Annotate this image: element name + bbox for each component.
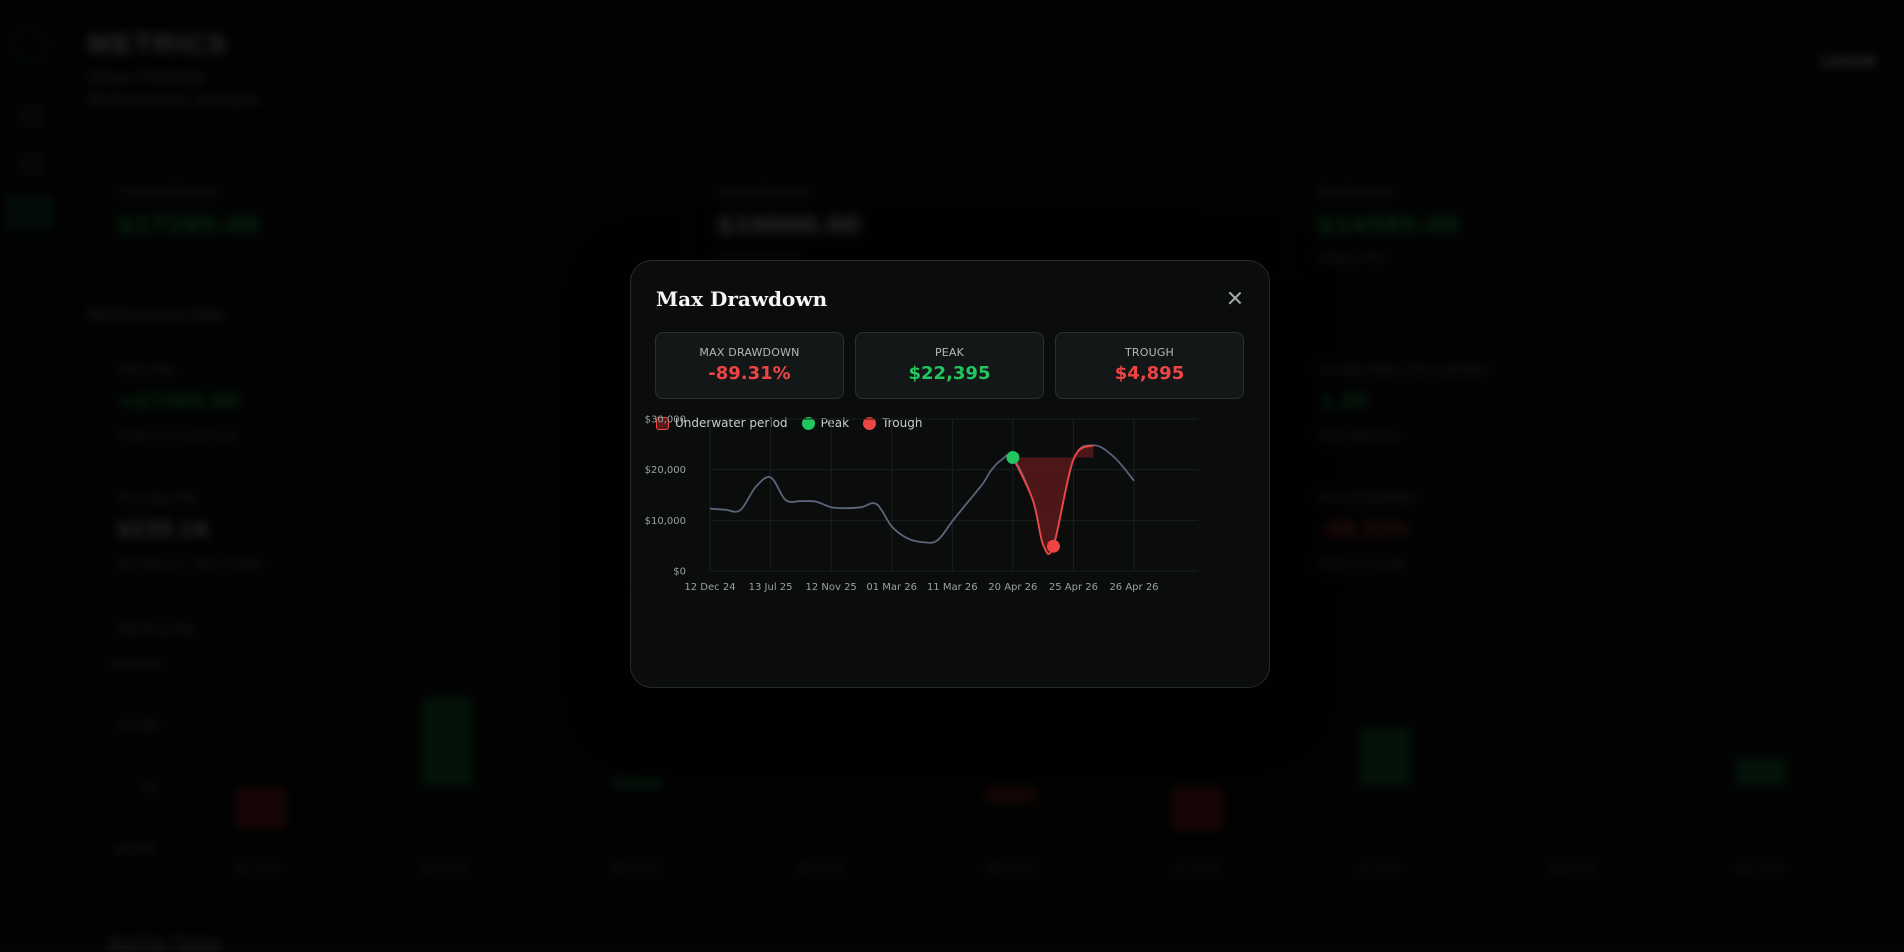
stat-card-trough: TROUGH $4,895 xyxy=(1055,332,1244,399)
card-label: Initial Balance xyxy=(717,185,809,200)
x-tick: Jul 2025 xyxy=(1358,862,1403,875)
card-label: Max Drawdown xyxy=(1319,491,1420,506)
sidebar xyxy=(0,0,60,946)
y-tick-label: $0 xyxy=(673,567,686,578)
stat-card-avg-pnl: Average P&L $235.14 Net Return / Total T… xyxy=(88,468,648,578)
card-sub: Profit on investment xyxy=(117,429,239,443)
card-value: $14585.00 xyxy=(1317,211,1460,239)
stat-card-max-drawdown[interactable]: Max Drawdown -89.31% Peak to trough xyxy=(1290,468,1878,578)
stat-card-peak: PEAK $22,395 xyxy=(855,332,1044,399)
monthly-bar xyxy=(1736,758,1786,786)
monthly-bar xyxy=(236,788,286,828)
x-tick: Sep 2025 xyxy=(1734,862,1787,875)
stat-card-max-drawdown: MAX DRAWDOWN -89.31% xyxy=(655,332,844,399)
x-tick: Apr 2025 xyxy=(796,862,847,875)
x-tick: May 2025 xyxy=(984,862,1039,875)
sidebar-item-portfolio[interactable] xyxy=(20,156,40,172)
monthly-bar xyxy=(1360,728,1410,786)
card-value: +$7285.00 xyxy=(117,389,239,413)
y-tick: $5,000 xyxy=(118,719,160,733)
x-tick: Mar 2025 xyxy=(610,862,663,875)
stat-value: $22,395 xyxy=(908,363,991,384)
stat-value: $4,895 xyxy=(1114,363,1185,384)
x-tick-label: 20 Apr 26 xyxy=(988,582,1037,593)
card-value: -89.31% xyxy=(1319,517,1411,541)
max-drawdown-modal: Max Drawdown MAX DRAWDOWN -89.31% PEAK $… xyxy=(630,260,1270,688)
x-tick-label: 13 Jul 25 xyxy=(749,582,793,593)
x-tick-label: 12 Nov 25 xyxy=(805,582,856,593)
monthly-bar xyxy=(422,698,472,786)
page-title: METRICS xyxy=(88,28,228,59)
page-subtitle-2: Performance Analysis xyxy=(88,90,261,109)
y-tick-label: $10,000 xyxy=(645,516,686,527)
trough-marker xyxy=(1046,539,1060,553)
x-tick: Feb 2025 xyxy=(420,862,471,875)
stat-value: -89.31% xyxy=(708,363,791,384)
x-tick: Jan 2025 xyxy=(234,862,283,875)
y-tick: $0 xyxy=(142,780,158,794)
card-label: Total P&L xyxy=(117,363,177,378)
card-value: 1.35 xyxy=(1319,389,1369,413)
card-label: Monthly P&L xyxy=(117,623,199,638)
modal-title: Max Drawdown xyxy=(656,287,828,311)
logo-icon xyxy=(12,28,48,64)
card-label: Average P&L xyxy=(117,491,200,506)
section-title: Performance Stats xyxy=(88,306,227,324)
stat-label: TROUGH xyxy=(1124,346,1175,359)
card-label: Current Balance xyxy=(117,185,222,200)
card-sub: Risk-adjusted xyxy=(1319,429,1401,443)
sidebar-item-metrics[interactable] xyxy=(6,196,52,230)
stat-card-sharpe: Sharpe Ratio (Annualized) 1.35 Risk-adju… xyxy=(1290,340,1878,460)
monthly-bar xyxy=(612,778,662,788)
card-value: $235.14 xyxy=(117,517,209,541)
balance-card: Current Balance $17285.00 xyxy=(88,162,688,282)
card-value: $17285.00 xyxy=(117,211,260,239)
drawdown-line xyxy=(1012,444,1094,555)
x-tick-label: 11 Mar 26 xyxy=(927,582,978,593)
login-button[interactable]: LOGIN xyxy=(1820,52,1876,71)
card-sub: Net Return / Total Trades xyxy=(117,557,265,571)
x-tick-label: 01 Mar 26 xyxy=(866,582,917,593)
x-tick: Aug 2025 xyxy=(1546,862,1599,875)
peak-marker xyxy=(1006,451,1020,465)
stat-label: MAX DRAWDOWN xyxy=(699,346,800,359)
page-subtitle: Demo Portfolio xyxy=(88,68,207,87)
monthly-bar xyxy=(1172,788,1222,830)
card-label: Net Balance xyxy=(1317,185,1396,200)
x-tick: Jun 2025 xyxy=(1172,862,1221,875)
stat-card-total-pnl: Total P&L +$7285.00 Profit on investment xyxy=(88,340,648,460)
y-tick: $10,000 xyxy=(110,658,160,672)
drawdown-chart: $0 $10,000 $20,000 $30,000 12 Dec 24 13 Jul 2… xyxy=(645,415,1198,593)
card-value: $10000.00 xyxy=(717,211,860,239)
card-label: Sharpe Ratio (Annualized) xyxy=(1319,363,1489,378)
x-tick-label: 26 Apr 26 xyxy=(1109,582,1158,593)
monthly-bar xyxy=(986,788,1036,802)
peak-dot-icon xyxy=(801,416,815,430)
stat-label: PEAK xyxy=(934,346,965,359)
underwater-swatch-icon xyxy=(656,416,669,430)
trough-dot-icon xyxy=(863,416,877,430)
net-card: Net Balance $14585.00 Today's P&L xyxy=(1288,162,1878,282)
y-tick-label: $30,000 xyxy=(645,415,686,426)
x-tick-label: 25 Apr 26 xyxy=(1049,582,1098,593)
y-tick-label: $20,000 xyxy=(645,465,686,476)
card-sub: Peak to trough xyxy=(1319,557,1407,571)
y-tick: -$5,000 xyxy=(110,842,157,856)
card-sub: Today's P&L xyxy=(1317,251,1389,265)
x-tick-label: 12 Dec 24 xyxy=(684,582,735,593)
underwater-area xyxy=(1012,445,1094,554)
sidebar-item-home[interactable] xyxy=(20,108,40,124)
